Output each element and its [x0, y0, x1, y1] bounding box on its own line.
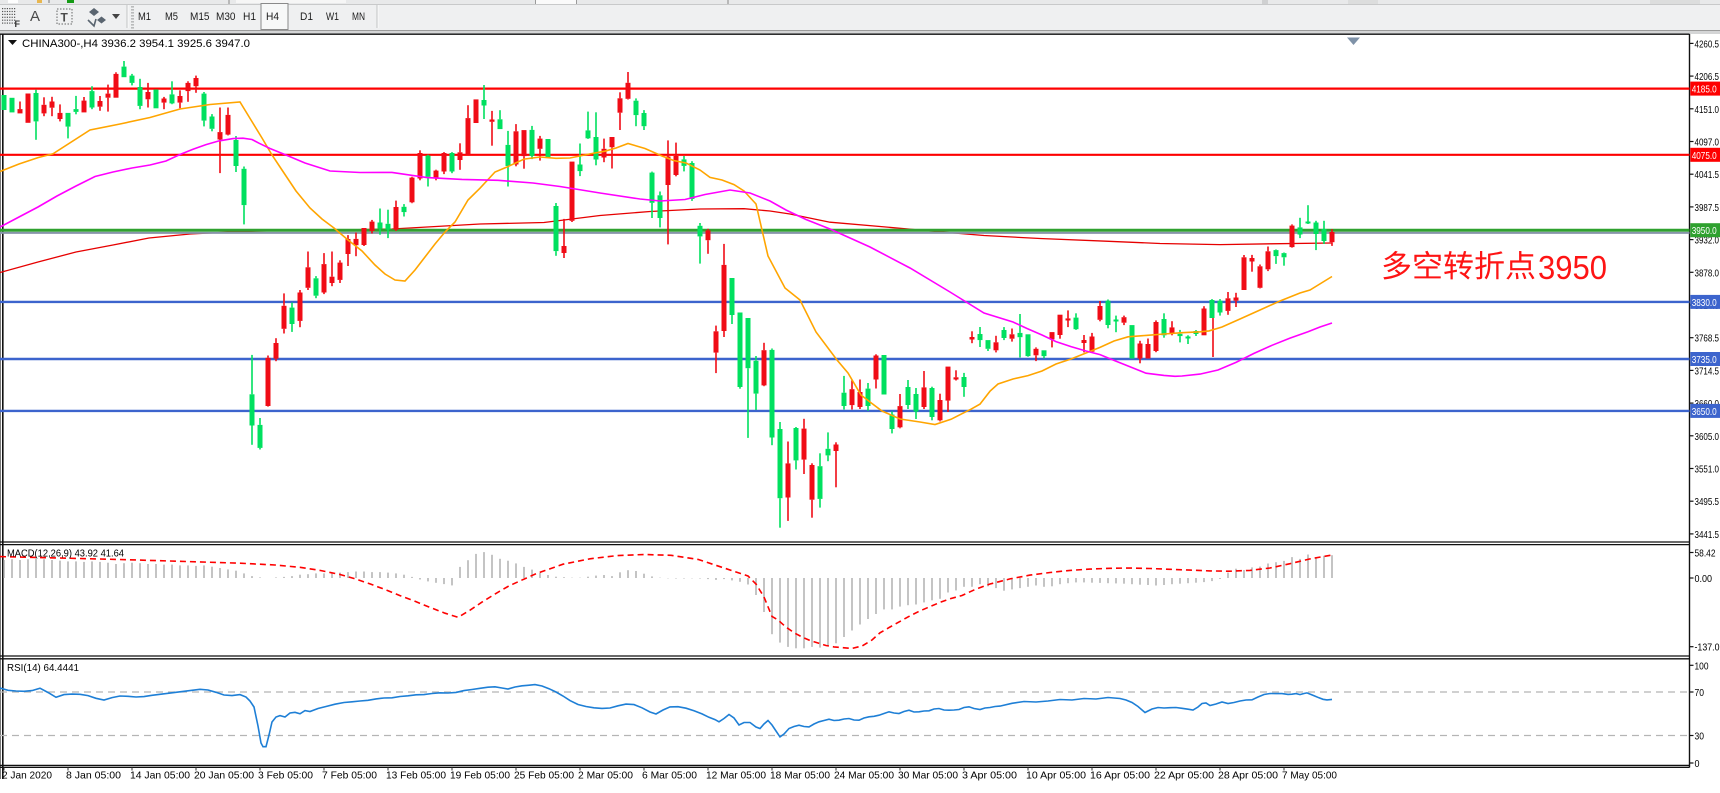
svg-text:3551.0: 3551.0: [1695, 464, 1720, 476]
svg-text:M5: M5: [165, 11, 178, 23]
svg-text:T: T: [61, 11, 69, 25]
svg-text:F: F: [15, 19, 21, 29]
svg-text:4151.0: 4151.0: [1695, 104, 1720, 116]
svg-text:3932.0: 3932.0: [1695, 235, 1720, 247]
svg-text:3987.5: 3987.5: [1695, 202, 1720, 214]
svg-text:13 Feb 05:00: 13 Feb 05:00: [386, 770, 446, 782]
svg-text:19 Feb 05:00: 19 Feb 05:00: [450, 770, 510, 782]
svg-text:100: 100: [1695, 660, 1709, 672]
svg-text:3768.5: 3768.5: [1695, 333, 1720, 345]
svg-text:H4: H4: [266, 11, 279, 23]
svg-text:RSI(14) 64.4441: RSI(14) 64.4441: [7, 662, 79, 674]
svg-text:CHINA300-,H4 3936.2 3954.1 39: CHINA300-,H4 3936.2 3954.1 3925.6 3947.0: [22, 38, 250, 50]
svg-text:3441.5: 3441.5: [1695, 529, 1720, 541]
svg-text:14 Jan 05:00: 14 Jan 05:00: [130, 770, 190, 782]
svg-text:MACD(12,26,9) 43.92 41.64: MACD(12,26,9) 43.92 41.64: [7, 548, 124, 560]
svg-text:M30: M30: [216, 11, 236, 23]
svg-text:12 Mar 05:00: 12 Mar 05:00: [706, 770, 766, 782]
svg-text:H1: H1: [243, 11, 256, 23]
svg-text:3495.5: 3495.5: [1695, 496, 1720, 508]
svg-text:3605.0: 3605.0: [1695, 431, 1720, 443]
svg-text:M15: M15: [190, 11, 210, 23]
svg-text:MN: MN: [352, 11, 365, 23]
svg-text:4075.0: 4075.0: [1692, 150, 1717, 162]
svg-text:4185.0: 4185.0: [1692, 84, 1717, 96]
svg-text:70: 70: [1695, 687, 1705, 699]
svg-text:4097.0: 4097.0: [1695, 137, 1720, 149]
svg-text:30 Mar 05:00: 30 Mar 05:00: [898, 770, 958, 782]
svg-text:6 Mar 05:00: 6 Mar 05:00: [642, 770, 697, 782]
svg-text:A: A: [30, 8, 40, 25]
svg-text:-137.0: -137.0: [1695, 642, 1720, 654]
svg-text:M1: M1: [138, 11, 151, 23]
svg-text:58.42: 58.42: [1695, 548, 1716, 560]
svg-text:W1: W1: [326, 11, 339, 23]
svg-text:3950.0: 3950.0: [1692, 225, 1717, 237]
svg-text:28 Apr 05:00: 28 Apr 05:00: [1218, 770, 1278, 782]
svg-text:4041.5: 4041.5: [1695, 169, 1720, 181]
svg-text:10 Apr 05:00: 10 Apr 05:00: [1026, 770, 1086, 782]
svg-text:0.00: 0.00: [1695, 573, 1713, 585]
svg-text:24 Mar 05:00: 24 Mar 05:00: [834, 770, 894, 782]
svg-text:2 Jan 2020: 2 Jan 2020: [2, 770, 52, 782]
svg-text:16 Apr 05:00: 16 Apr 05:00: [1090, 770, 1150, 782]
svg-text:3830.0: 3830.0: [1692, 297, 1717, 309]
svg-text:20 Jan 05:00: 20 Jan 05:00: [194, 770, 254, 782]
svg-text:4260.5: 4260.5: [1695, 38, 1720, 50]
svg-text:22 Apr 05:00: 22 Apr 05:00: [1154, 770, 1214, 782]
svg-text:3 Apr 05:00: 3 Apr 05:00: [962, 770, 1017, 782]
svg-text:18 Mar 05:00: 18 Mar 05:00: [770, 770, 830, 782]
svg-text:3 Feb 05:00: 3 Feb 05:00: [258, 770, 313, 782]
svg-text:3650.0: 3650.0: [1692, 406, 1717, 418]
svg-text:3950: 3950: [1538, 249, 1607, 286]
svg-text:25 Feb 05:00: 25 Feb 05:00: [514, 770, 574, 782]
svg-text:30: 30: [1695, 731, 1705, 743]
svg-text:2 Mar 05:00: 2 Mar 05:00: [578, 770, 633, 782]
svg-text:7 Feb 05:00: 7 Feb 05:00: [322, 770, 377, 782]
svg-text:7 May 05:00: 7 May 05:00: [1282, 770, 1337, 782]
svg-text:4206.5: 4206.5: [1695, 71, 1720, 83]
svg-text:3735.0: 3735.0: [1692, 354, 1717, 366]
svg-text:3714.5: 3714.5: [1695, 365, 1720, 377]
svg-text:0: 0: [1695, 758, 1700, 770]
svg-text:8 Jan 05:00: 8 Jan 05:00: [66, 770, 121, 782]
svg-text:D1: D1: [300, 11, 313, 23]
svg-text:3878.0: 3878.0: [1695, 267, 1720, 279]
